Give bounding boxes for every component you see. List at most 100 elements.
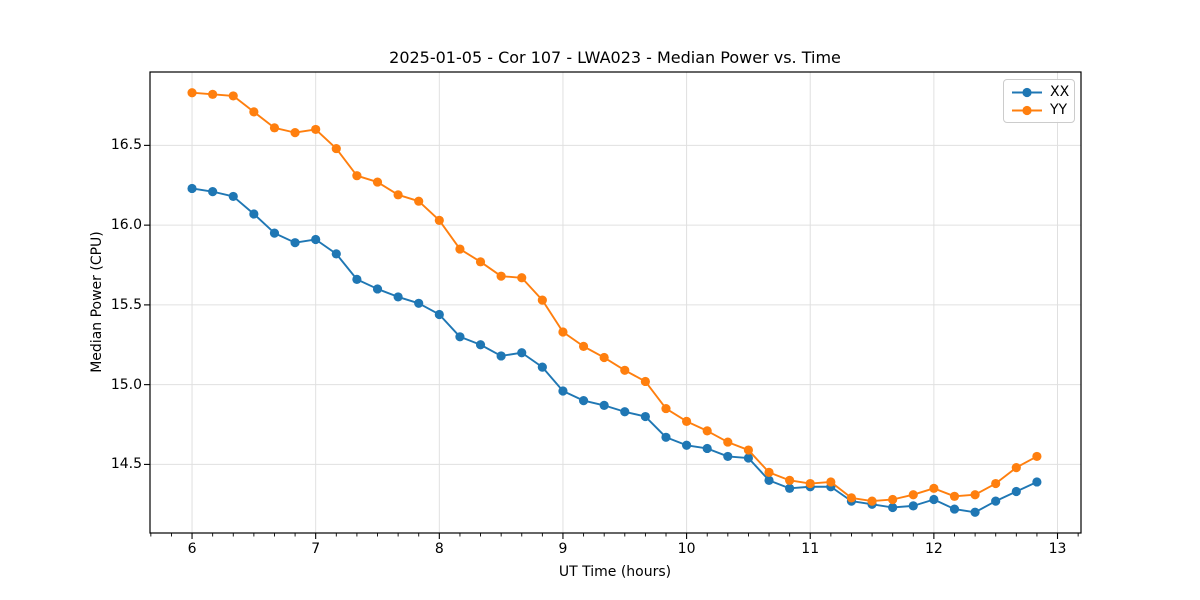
data-point-yy [826,477,836,487]
data-point-yy [352,171,362,181]
x-tick-label: 10 [677,541,696,557]
data-point-yy [434,215,444,225]
data-point-yy [455,244,465,254]
data-point-yy [517,273,527,283]
data-point-yy [991,478,1001,489]
data-point-xx [311,234,321,245]
data-point-xx [290,238,300,248]
data-point-xx [331,249,341,259]
data-point-xx [785,483,795,493]
data-point-yy [867,496,877,506]
data-point-yy [290,128,300,138]
data-point-xx [208,187,218,197]
data-point-xx [620,407,630,417]
data-point-xx [764,475,774,485]
legend: XX YY [1003,79,1075,123]
data-point-yy [1032,451,1042,462]
data-point-xx [537,362,547,372]
data-point-yy [723,437,733,447]
data-point-yy [537,295,547,305]
series-line-yy [191,91,1038,503]
y-axis-label: Median Power (CPU) [89,231,105,373]
data-point-xx [228,191,238,202]
data-point-xx [599,400,609,410]
data-point-xx [743,453,754,463]
data-point-yy [970,490,980,500]
data-point-yy [228,91,238,101]
data-point-yy [311,124,321,135]
data-point-yy [620,365,630,375]
data-point-yy [208,89,218,99]
legend-label-xx: XX [1050,84,1070,100]
data-point-xx [372,284,383,294]
x-tick-label: 7 [311,541,321,557]
x-axis-label: UT Time (hours) [558,564,672,580]
legend-line-marker-icon [1012,105,1042,115]
data-point-xx [888,502,898,513]
data-point-yy [393,190,403,200]
legend-item-yy: YY [1011,101,1068,119]
data-point-yy [558,327,568,337]
data-point-yy [764,467,774,477]
data-point-xx [1032,477,1042,487]
data-point-xx [723,451,733,462]
data-point-xx [578,396,589,406]
data-point-yy [785,475,795,485]
data-point-xx [702,443,712,454]
data-point-yy [331,143,341,154]
data-point-xx [908,501,918,511]
legend-line-marker-icon [1012,87,1042,97]
data-point-yy [949,491,960,501]
axes-frame [149,71,1082,534]
data-point-yy [846,493,857,503]
data-point-xx [269,228,280,238]
data-point-xx [1011,486,1021,497]
data-point-xx [393,292,403,302]
data-point-yy [578,341,589,351]
data-point-yy [1011,462,1021,473]
x-tick-label: 13 [1048,541,1067,557]
data-point-xx [517,348,527,358]
legend-item-xx: XX [1011,83,1070,101]
x-tick-label: 11 [801,541,820,557]
data-point-xx [496,351,506,361]
data-point-yy [929,483,939,493]
data-point-yy [269,123,280,133]
data-point-yy [187,88,197,98]
data-point-xx [681,440,692,450]
data-point-xx [661,432,671,442]
x-tick-label: 8 [434,541,444,557]
data-point-yy [681,416,692,426]
data-point-yy [249,107,259,117]
data-point-xx [640,411,650,422]
data-point-yy [475,257,486,267]
data-point-yy [743,445,754,455]
data-point-xx [949,504,960,514]
y-tick-label: 16.0 [110,217,142,234]
data-point-yy [908,490,918,500]
data-point-xx [187,183,197,194]
data-point-xx [414,298,424,308]
data-point-xx [475,340,486,350]
data-point-yy [496,271,506,281]
data-point-yy [888,494,898,505]
data-point-yy [702,426,712,436]
y-tick-label: 15.5 [110,296,142,313]
data-point-xx [929,494,939,505]
y-tick-label: 16.5 [110,137,142,154]
y-tick-label: 15.0 [110,376,142,393]
x-tick-label: 6 [187,541,197,557]
legend-label-yy: YY [1050,102,1068,118]
data-point-xx [558,386,568,396]
data-point-yy [640,376,650,387]
data-point-xx [455,332,465,342]
x-tick-label: 9 [558,541,568,557]
data-point-xx [970,507,980,517]
data-point-xx [434,309,444,320]
data-point-yy [599,352,609,363]
data-point-yy [805,478,815,489]
data-point-yy [414,196,424,206]
y-tick-label: 14.5 [110,456,142,473]
